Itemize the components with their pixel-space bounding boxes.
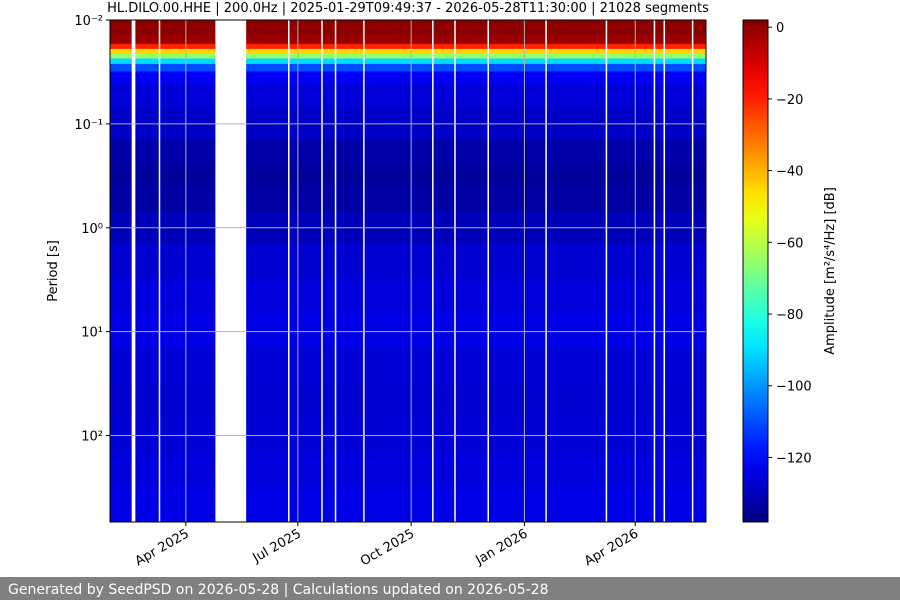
data-gap: [653, 20, 656, 522]
spectrogram-row: [110, 25, 706, 38]
chart-title: HL.DILO.00.HHE | 200.0Hz | 2025-01-29T09…: [107, 1, 709, 16]
data-gap: [131, 20, 136, 522]
colorbar-tick-label: −100: [776, 380, 812, 395]
y-tick-label: 10¹: [81, 326, 103, 341]
y-tick-label: 10⁰: [81, 222, 103, 237]
data-gap: [334, 20, 337, 522]
spectrogram-row: [110, 487, 706, 522]
data-gap: [363, 20, 365, 522]
y-tick-label: 10⁻²: [74, 14, 103, 29]
colorbar-tick-label: −40: [776, 165, 803, 180]
spectrogram-row: [110, 63, 706, 73]
data-gap: [663, 20, 666, 522]
spectrogram-row: [110, 243, 706, 281]
spectrogram-row: [110, 279, 706, 317]
y-tick-label: 10⁻¹: [74, 118, 103, 133]
data-gap: [454, 20, 456, 522]
spectrogram-row: [110, 43, 706, 50]
x-tick-label: Apr 2025: [133, 526, 192, 569]
spectrogram-row: [110, 48, 706, 55]
x-tick-label: Jan 2026: [472, 526, 530, 568]
data-gap: [432, 20, 434, 522]
data-gap: [158, 20, 161, 522]
spectrogram-row: [110, 53, 706, 60]
spectrogram-row: [110, 58, 706, 65]
spectrogram-row: [110, 20, 706, 27]
colorbar-tick-label: 0: [776, 21, 784, 36]
spectrogram-row: [110, 84, 706, 109]
spectrogram-row: [110, 451, 706, 489]
data-gap: [288, 20, 290, 522]
spectrogram-row: [110, 184, 706, 213]
spectrogram-row: [110, 139, 706, 165]
data-gap: [321, 20, 323, 522]
y-tick-label: 10²: [81, 430, 103, 445]
footer-text: Generated by SeedPSD on 2026-05-28 | Cal…: [8, 582, 549, 598]
x-tick-label: Jul 2025: [250, 526, 304, 566]
colorbar: [742, 19, 769, 523]
spectrogram: [110, 20, 706, 522]
footer-bar: [0, 577, 900, 600]
colorbar-tick-label: −120: [776, 451, 812, 466]
spectrogram-row: [110, 36, 706, 45]
plot-frame: [109, 19, 707, 523]
colorbar-tick-label: −20: [776, 93, 803, 108]
spectrogram-row: [110, 71, 706, 86]
colorbar-tick-label: −80: [776, 308, 803, 323]
x-tick-label: Oct 2025: [358, 526, 417, 569]
data-gap: [215, 20, 247, 522]
y-axis-label: Period [s]: [46, 240, 61, 302]
spectrogram-row: [110, 164, 706, 186]
data-gap: [545, 20, 547, 522]
data-gap: [605, 20, 608, 522]
data-gap: [487, 20, 489, 522]
spectrogram-row: [110, 347, 706, 385]
colorbar-label: Amplitude [m²/s⁴/Hz] [dB]: [823, 187, 838, 355]
data-gap: [691, 20, 694, 522]
x-tick-label: Apr 2026: [582, 526, 641, 569]
spectrogram-row: [110, 383, 706, 421]
colorbar-tick-label: −60: [776, 236, 803, 251]
